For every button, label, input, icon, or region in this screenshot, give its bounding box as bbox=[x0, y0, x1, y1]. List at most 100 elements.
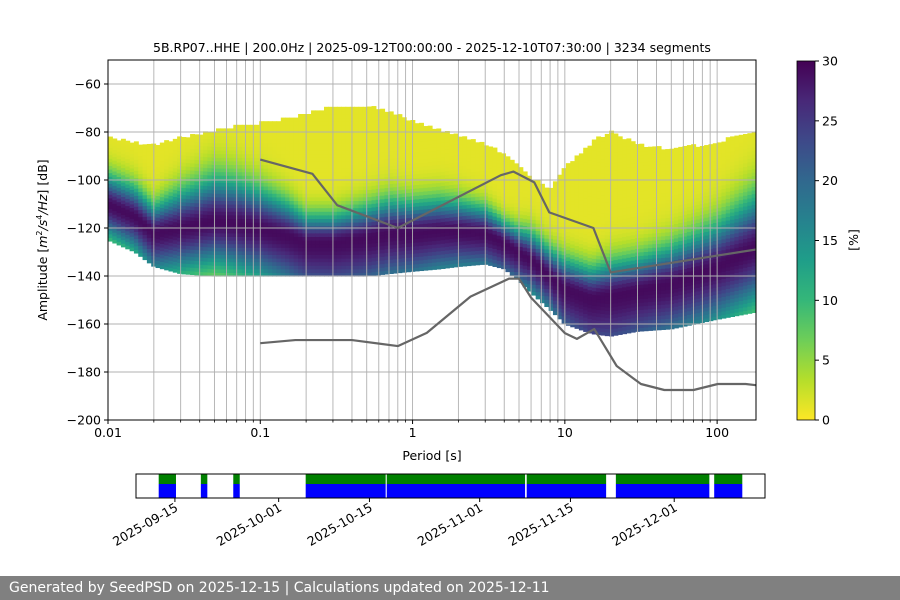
density-cell bbox=[155, 249, 161, 254]
density-cell bbox=[185, 184, 191, 189]
density-cell bbox=[466, 153, 472, 159]
density-cell bbox=[401, 264, 407, 270]
density-cell bbox=[298, 117, 303, 122]
density-cell bbox=[626, 192, 632, 197]
density-cell bbox=[375, 217, 381, 222]
density-cell bbox=[293, 132, 299, 137]
density-cell bbox=[578, 297, 584, 302]
density-cell bbox=[358, 124, 364, 129]
density-cell bbox=[159, 218, 165, 223]
density-cell bbox=[172, 149, 178, 154]
density-cell bbox=[228, 236, 234, 241]
density-cell bbox=[263, 196, 269, 201]
density-cell bbox=[319, 222, 325, 227]
density-cell bbox=[604, 198, 610, 203]
density-cell bbox=[466, 261, 472, 267]
density-cell bbox=[591, 287, 597, 292]
density-cell bbox=[440, 246, 446, 251]
density-cell bbox=[298, 186, 303, 191]
density-cell bbox=[557, 300, 563, 305]
density-cell bbox=[466, 146, 472, 151]
density-cell bbox=[406, 253, 411, 258]
density-cell bbox=[362, 200, 368, 205]
density-cell bbox=[362, 261, 368, 266]
density-cell bbox=[466, 182, 472, 187]
density-cell bbox=[565, 206, 571, 211]
density-cell bbox=[393, 154, 399, 159]
density-cell bbox=[332, 232, 338, 237]
density-cell bbox=[617, 298, 623, 303]
density-cell bbox=[233, 268, 239, 273]
density-cell bbox=[133, 184, 139, 189]
density-cell bbox=[423, 201, 429, 206]
density-cell bbox=[475, 239, 481, 244]
density-cell bbox=[298, 124, 303, 129]
density-cell bbox=[276, 135, 282, 140]
density-cell bbox=[324, 124, 329, 129]
density-cell bbox=[587, 318, 593, 323]
density-cell bbox=[328, 164, 334, 169]
density-cell bbox=[285, 175, 291, 180]
density-cell bbox=[509, 235, 515, 240]
density-cell bbox=[540, 205, 545, 210]
density-cell bbox=[341, 106, 347, 111]
density-cell bbox=[414, 231, 420, 236]
density-cell bbox=[578, 279, 584, 284]
density-cell bbox=[224, 153, 230, 158]
density-cell bbox=[263, 121, 269, 126]
density-cell bbox=[444, 145, 450, 150]
density-cell bbox=[466, 150, 472, 155]
density-cell bbox=[298, 211, 303, 216]
density-cell bbox=[367, 146, 373, 151]
density-cell bbox=[354, 222, 360, 227]
density-cell bbox=[583, 327, 589, 332]
density-cell bbox=[427, 161, 433, 166]
density-cell bbox=[319, 157, 325, 162]
density-cell bbox=[630, 281, 636, 286]
density-cell bbox=[267, 189, 273, 194]
density-cell bbox=[479, 217, 485, 222]
density-cell bbox=[203, 142, 208, 147]
density-cell bbox=[475, 232, 481, 237]
density-cell bbox=[280, 211, 286, 216]
density-cell bbox=[155, 148, 161, 153]
density-cell bbox=[138, 249, 144, 254]
density-cell bbox=[613, 209, 619, 214]
density-cell bbox=[159, 214, 165, 219]
density-cell bbox=[596, 312, 602, 318]
density-cell bbox=[336, 178, 342, 183]
density-cell bbox=[436, 247, 442, 252]
density-cell bbox=[388, 147, 394, 152]
density-cell bbox=[129, 221, 135, 227]
density-cell bbox=[630, 216, 636, 222]
density-cell bbox=[591, 258, 597, 263]
density-cell bbox=[527, 208, 532, 213]
density-cell bbox=[522, 182, 528, 187]
density-cell bbox=[354, 232, 360, 237]
density-cell bbox=[237, 182, 243, 187]
density-cell bbox=[492, 201, 498, 206]
density-cell bbox=[108, 136, 113, 141]
density-cell bbox=[194, 166, 200, 171]
figure: 5B.RP07..HHE | 200.0Hz | 2025-09-12T00:0… bbox=[35, 40, 861, 549]
density-cell bbox=[380, 133, 386, 139]
density-cell bbox=[414, 170, 420, 175]
density-cell bbox=[125, 183, 131, 189]
density-cell bbox=[557, 239, 563, 244]
density-cell bbox=[457, 259, 463, 264]
density-cell bbox=[617, 154, 623, 159]
density-cell bbox=[479, 145, 485, 150]
density-cell bbox=[527, 272, 532, 278]
density-cell bbox=[397, 240, 403, 245]
density-cell bbox=[626, 257, 632, 262]
density-cell bbox=[565, 274, 571, 279]
density-cell bbox=[475, 160, 481, 165]
density-cell bbox=[138, 177, 144, 182]
density-cell bbox=[289, 229, 295, 234]
density-cell bbox=[228, 229, 234, 234]
density-cell bbox=[630, 274, 636, 279]
density-cell bbox=[267, 243, 273, 248]
density-cell bbox=[557, 315, 563, 320]
density-cell bbox=[583, 219, 589, 224]
density-cell bbox=[216, 186, 221, 191]
